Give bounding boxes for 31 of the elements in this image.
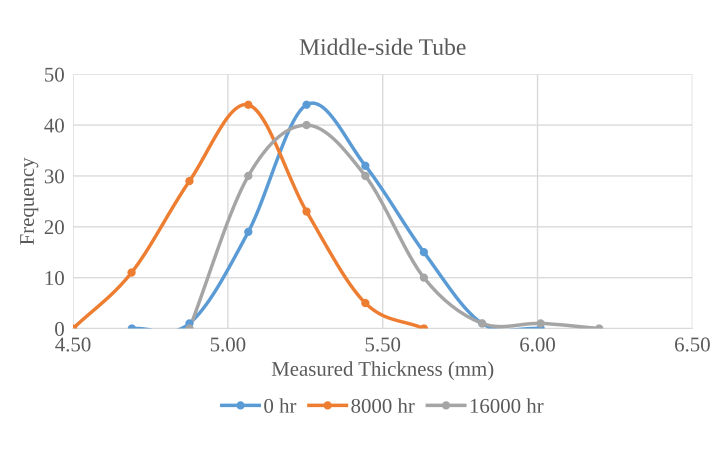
chart-title: Middle-side Tube — [300, 38, 466, 56]
point — [185, 176, 194, 186]
point — [420, 248, 428, 256]
point — [361, 172, 370, 180]
point — [302, 207, 311, 216]
x-tick-label: 6.00 — [520, 337, 555, 352]
y-tick-label: 0 — [55, 322, 64, 336]
point — [244, 100, 252, 109]
point — [536, 319, 545, 328]
point — [244, 172, 252, 180]
point — [127, 268, 136, 277]
y-tick-label: 40 — [44, 118, 64, 133]
point — [361, 298, 370, 308]
y-tick-label: 30 — [44, 169, 64, 184]
y-tick-label: 20 — [44, 220, 64, 234]
x-tick-label: 5.50 — [366, 337, 400, 352]
y-tick-label: 50 — [45, 68, 64, 82]
y-tick-label: 10 — [46, 271, 64, 286]
legend-label: 8000 hr — [351, 398, 415, 413]
legend-label: 0 hr — [264, 398, 296, 413]
point — [244, 228, 252, 236]
y-axis-title: Frequency — [20, 157, 38, 245]
x-axis-title: Measured Thickness (mm) — [272, 361, 494, 380]
x-tick-label: 5.00 — [210, 337, 246, 352]
point — [302, 120, 311, 130]
x-tick-label: 4.50 — [55, 337, 90, 352]
legend-label: 16000 hr — [470, 398, 544, 413]
point — [361, 162, 370, 170]
point — [420, 273, 428, 282]
point — [302, 100, 311, 109]
x-tick-label: 6.50 — [675, 337, 710, 352]
